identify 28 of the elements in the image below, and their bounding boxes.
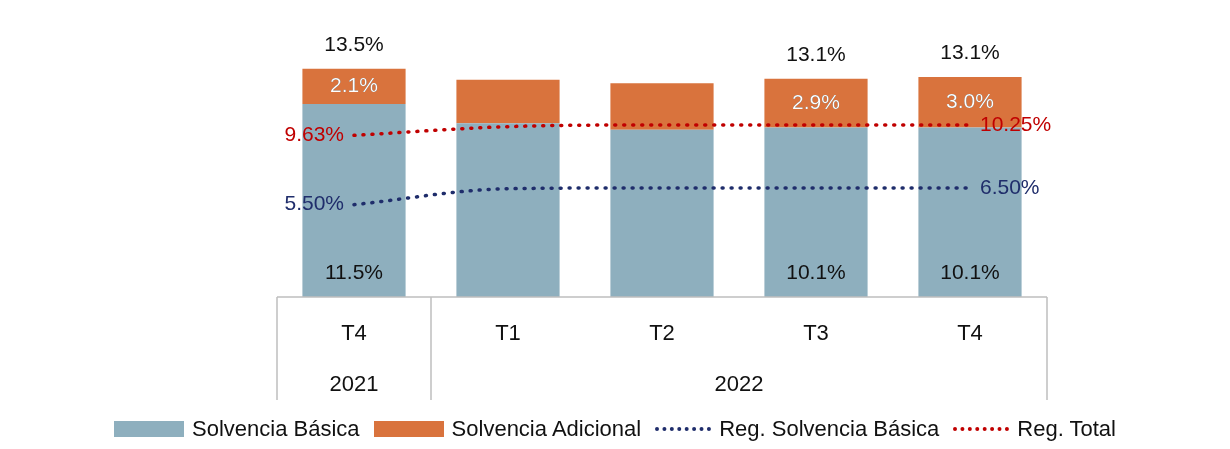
legend-label: Reg. Total: [1017, 416, 1116, 442]
bar: [764, 78, 868, 128]
bar: [456, 79, 560, 124]
x-tick-label: T1: [495, 320, 521, 346]
bar: [302, 68, 406, 104]
data-label: 3.0%: [946, 89, 994, 113]
legend-label: Solvencia Básica: [192, 416, 360, 442]
x-tick-label: T4: [341, 320, 367, 346]
x-tick-label: T3: [803, 320, 829, 346]
data-label: 11.5%: [325, 259, 383, 283]
bar: [610, 83, 714, 130]
data-label: 10.25%: [980, 111, 1052, 135]
text: 2022: [714, 371, 764, 397]
data-label: 10.1%: [786, 259, 846, 283]
legend-label: Reg. Solvencia Básica: [719, 416, 940, 442]
data-label: 2.1%: [330, 73, 378, 97]
total-label: 13.1%: [786, 41, 846, 65]
x-tick-label: T2: [649, 320, 675, 346]
bar: [610, 129, 714, 297]
total-label: 13.5%: [324, 31, 384, 55]
bar: [456, 123, 560, 297]
x-tick-label: T4: [957, 320, 983, 346]
total-label: 13.1%: [940, 39, 1000, 63]
bar: [764, 127, 868, 297]
data-label: 10.1%: [940, 259, 1000, 283]
text: 2021: [329, 371, 379, 397]
legend-label: Solvencia Adicional: [451, 416, 642, 442]
data-label: 2.9%: [792, 89, 840, 113]
